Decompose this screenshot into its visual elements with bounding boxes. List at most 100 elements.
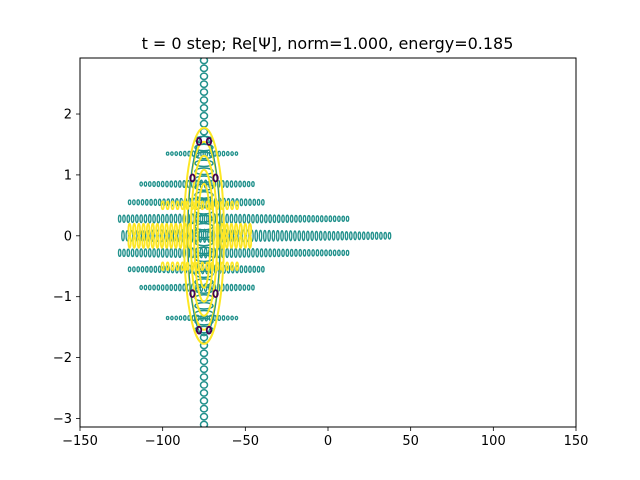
contour-line — [285, 214, 290, 223]
contour-line — [185, 261, 190, 272]
contour-line — [146, 234, 151, 249]
contour-line — [233, 234, 239, 249]
contour-line — [144, 198, 149, 206]
y-tick-label: 0 — [64, 229, 72, 244]
contour-line — [324, 249, 328, 257]
contour-line — [199, 58, 209, 65]
contour-line — [332, 249, 337, 257]
contour-line — [205, 137, 213, 146]
contour-line — [173, 234, 178, 249]
contour-line — [157, 198, 162, 207]
contour-line — [160, 284, 165, 291]
contour-line — [199, 412, 209, 421]
contour-line — [229, 180, 234, 188]
contour-line — [276, 248, 281, 258]
contour-line — [225, 283, 229, 292]
contour-line — [246, 247, 251, 258]
contour-line — [311, 214, 315, 223]
contour-layer — [117, 58, 392, 427]
contour-line — [261, 198, 265, 206]
contour-line — [217, 150, 222, 157]
contour-line — [344, 231, 349, 241]
contour-line — [210, 261, 215, 272]
contour-line — [152, 180, 156, 188]
contour-line — [246, 213, 251, 224]
contour-line — [248, 198, 252, 207]
contour-line — [126, 248, 131, 258]
x-tick-label: −150 — [62, 434, 98, 449]
contour-line — [246, 284, 251, 291]
contour-line — [315, 215, 320, 223]
contour-line — [314, 230, 319, 241]
contour-line — [183, 234, 188, 249]
contour-line — [170, 315, 174, 321]
contour-line — [178, 315, 183, 321]
contour-line — [289, 248, 294, 257]
contour-line — [324, 215, 328, 223]
contour-line — [242, 247, 247, 258]
contour-line — [340, 231, 345, 241]
contour-line — [301, 230, 306, 242]
x-tick-label: 0 — [324, 434, 332, 449]
contour-line — [193, 168, 215, 303]
contour-line — [242, 180, 247, 188]
contour-line — [199, 365, 209, 374]
contour-line — [298, 248, 303, 257]
contour-line — [255, 248, 260, 258]
contour-line — [212, 173, 219, 183]
contour-line — [294, 248, 298, 257]
contour-line — [374, 231, 379, 240]
contour-line — [215, 200, 220, 211]
contour-line — [242, 284, 247, 291]
contour-line — [160, 200, 165, 211]
contour-line — [160, 261, 165, 272]
contour-line — [169, 180, 174, 188]
contour-line — [252, 198, 257, 206]
contour-line — [200, 261, 205, 272]
contour-line — [230, 261, 235, 272]
contour-line — [185, 200, 190, 211]
contour-line — [251, 180, 255, 188]
x-tick-label: 150 — [564, 434, 589, 449]
contour-line — [259, 214, 264, 224]
contour-line — [136, 199, 141, 206]
contour-line — [293, 230, 297, 242]
contour-line — [302, 214, 307, 223]
contour-line — [165, 180, 169, 188]
contour-line — [164, 234, 169, 249]
contour-line — [315, 249, 320, 257]
contour-line — [194, 167, 214, 176]
contour-line — [258, 229, 263, 242]
contour-line — [302, 248, 307, 257]
contour-line — [130, 214, 135, 224]
contour-line — [276, 214, 281, 224]
contour-line — [238, 234, 243, 249]
contour-line — [341, 249, 346, 257]
contour-line — [117, 248, 122, 258]
contour-line — [327, 230, 332, 241]
x-tick-label: 50 — [402, 434, 419, 449]
y-tick-label: −3 — [53, 412, 72, 427]
contour-line — [174, 315, 179, 321]
contour-line — [370, 231, 375, 241]
contour-line — [239, 265, 244, 274]
contour-line — [272, 248, 277, 258]
contour-line — [225, 315, 230, 321]
contour-line — [251, 213, 255, 224]
contour-line — [199, 404, 209, 413]
contour-line — [136, 234, 141, 249]
contour-line — [353, 231, 357, 241]
contour-line — [196, 182, 212, 289]
contour-line — [348, 231, 353, 241]
contour-line — [190, 261, 195, 272]
contour-line — [156, 247, 161, 258]
contour-line — [135, 214, 139, 224]
contour-line — [170, 200, 175, 211]
contour-line — [175, 200, 180, 211]
contour-line — [199, 96, 209, 104]
contour-line — [251, 248, 255, 258]
contour-line — [165, 200, 170, 211]
y-tick-label: −1 — [53, 290, 72, 305]
contour-line — [238, 284, 242, 292]
